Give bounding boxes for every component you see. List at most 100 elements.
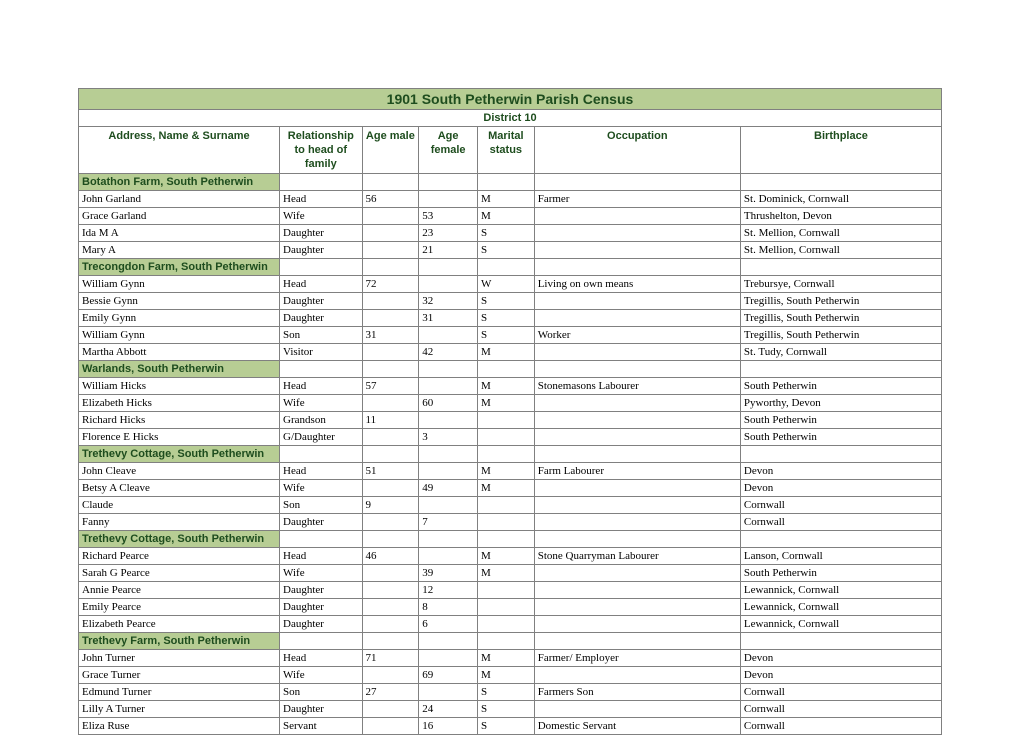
empty-cell [478, 446, 535, 463]
birthplace: Thrushelton, Devon [740, 208, 941, 225]
age-female: 7 [419, 514, 478, 531]
empty-cell [740, 361, 941, 378]
marital-status: M [478, 565, 535, 582]
person-name: William Hicks [79, 378, 280, 395]
marital-status: S [478, 293, 535, 310]
marital-status [478, 582, 535, 599]
occupation: Worker [534, 327, 740, 344]
occupation [534, 497, 740, 514]
relationship: Daughter [280, 599, 362, 616]
empty-cell [419, 531, 478, 548]
person-name: Mary A [79, 242, 280, 259]
person-name: Florence E Hicks [79, 429, 280, 446]
occupation [534, 412, 740, 429]
age-male [362, 480, 419, 497]
empty-cell [280, 531, 362, 548]
empty-cell [478, 259, 535, 276]
person-name: Eliza Ruse [79, 718, 280, 735]
occupation: Stonemasons Labourer [534, 378, 740, 395]
person-name: Elizabeth Hicks [79, 395, 280, 412]
age-male: 11 [362, 412, 419, 429]
birthplace: Cornwall [740, 701, 941, 718]
person-name: Martha Abbott [79, 344, 280, 361]
empty-cell [478, 633, 535, 650]
marital-status: M [478, 480, 535, 497]
age-female: 32 [419, 293, 478, 310]
person-name: Bessie Gynn [79, 293, 280, 310]
age-male [362, 667, 419, 684]
age-female: 31 [419, 310, 478, 327]
marital-status: M [478, 463, 535, 480]
birthplace: South Petherwin [740, 565, 941, 582]
section-address: Botathon Farm, South Petherwin [79, 174, 280, 191]
age-male [362, 310, 419, 327]
relationship: Head [280, 191, 362, 208]
relationship: G/Daughter [280, 429, 362, 446]
birthplace: Devon [740, 667, 941, 684]
occupation: Domestic Servant [534, 718, 740, 735]
person-name: Edmund Turner [79, 684, 280, 701]
empty-cell [362, 259, 419, 276]
occupation [534, 225, 740, 242]
person-name: Sarah G Pearce [79, 565, 280, 582]
empty-cell [280, 361, 362, 378]
age-female [419, 650, 478, 667]
empty-cell [419, 446, 478, 463]
age-female [419, 497, 478, 514]
age-female: 23 [419, 225, 478, 242]
birthplace: Cornwall [740, 497, 941, 514]
birthplace: South Petherwin [740, 378, 941, 395]
census-page: 1901 South Petherwin Parish CensusDistri… [0, 0, 1020, 721]
relationship: Daughter [280, 616, 362, 633]
age-male: 51 [362, 463, 419, 480]
marital-status: S [478, 310, 535, 327]
relationship: Wife [280, 667, 362, 684]
column-header: Age female [419, 127, 478, 174]
empty-cell [740, 174, 941, 191]
occupation [534, 616, 740, 633]
empty-cell [280, 174, 362, 191]
census-table: 1901 South Petherwin Parish CensusDistri… [78, 88, 942, 735]
marital-status: S [478, 327, 535, 344]
occupation [534, 310, 740, 327]
marital-status: S [478, 225, 535, 242]
birthplace: Tregillis, South Petherwin [740, 293, 941, 310]
marital-status: M [478, 395, 535, 412]
age-male [362, 293, 419, 310]
column-header: Relationship to head of family [280, 127, 362, 174]
section-address: Trethevy Cottage, South Petherwin [79, 446, 280, 463]
marital-status: M [478, 378, 535, 395]
marital-status [478, 514, 535, 531]
person-name: John Cleave [79, 463, 280, 480]
occupation: Stone Quarryman Labourer [534, 548, 740, 565]
empty-cell [419, 633, 478, 650]
occupation [534, 344, 740, 361]
column-header: Age male [362, 127, 419, 174]
age-male [362, 582, 419, 599]
person-name: Grace Turner [79, 667, 280, 684]
empty-cell [280, 259, 362, 276]
person-name: Annie Pearce [79, 582, 280, 599]
birthplace: St. Dominick, Cornwall [740, 191, 941, 208]
relationship: Daughter [280, 701, 362, 718]
birthplace: St. Mellion, Cornwall [740, 225, 941, 242]
age-female [419, 327, 478, 344]
age-male [362, 225, 419, 242]
age-male [362, 514, 419, 531]
age-male: 71 [362, 650, 419, 667]
relationship: Head [280, 378, 362, 395]
birthplace: Cornwall [740, 718, 941, 735]
age-female [419, 463, 478, 480]
occupation [534, 208, 740, 225]
marital-status: W [478, 276, 535, 293]
person-name: John Turner [79, 650, 280, 667]
marital-status: M [478, 208, 535, 225]
person-name: Grace Garland [79, 208, 280, 225]
age-female: 39 [419, 565, 478, 582]
section-address: Trethevy Farm, South Petherwin [79, 633, 280, 650]
age-female: 60 [419, 395, 478, 412]
empty-cell [419, 259, 478, 276]
census-title: 1901 South Petherwin Parish Census [79, 89, 942, 110]
age-female: 49 [419, 480, 478, 497]
column-header: Address, Name & Surname [79, 127, 280, 174]
